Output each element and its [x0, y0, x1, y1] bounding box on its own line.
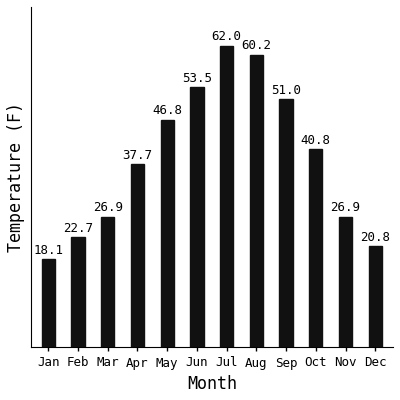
Text: 20.8: 20.8 [360, 231, 390, 244]
Bar [279, 99, 293, 348]
Text: 46.8: 46.8 [152, 104, 182, 117]
Text: 53.5: 53.5 [182, 72, 212, 85]
X-axis label: Month: Month [187, 375, 237, 393]
Text: 26.9: 26.9 [93, 201, 123, 214]
Bar [220, 46, 233, 348]
Bar [160, 120, 174, 348]
Bar [101, 217, 114, 348]
Text: 26.9: 26.9 [330, 201, 360, 214]
Text: 51.0: 51.0 [271, 84, 301, 97]
Bar [71, 237, 85, 348]
Y-axis label: Temperature (F): Temperature (F) [7, 102, 25, 252]
Text: 37.7: 37.7 [122, 149, 152, 162]
Bar [250, 55, 263, 348]
Text: 40.8: 40.8 [301, 134, 331, 146]
Bar [309, 149, 322, 348]
Text: 60.2: 60.2 [241, 39, 271, 52]
Text: 18.1: 18.1 [33, 244, 63, 257]
Bar [190, 87, 204, 348]
Text: 62.0: 62.0 [212, 30, 242, 44]
Bar [368, 246, 382, 348]
Bar [42, 260, 55, 348]
Text: 22.7: 22.7 [63, 222, 93, 235]
Bar [339, 217, 352, 348]
Bar [131, 164, 144, 348]
